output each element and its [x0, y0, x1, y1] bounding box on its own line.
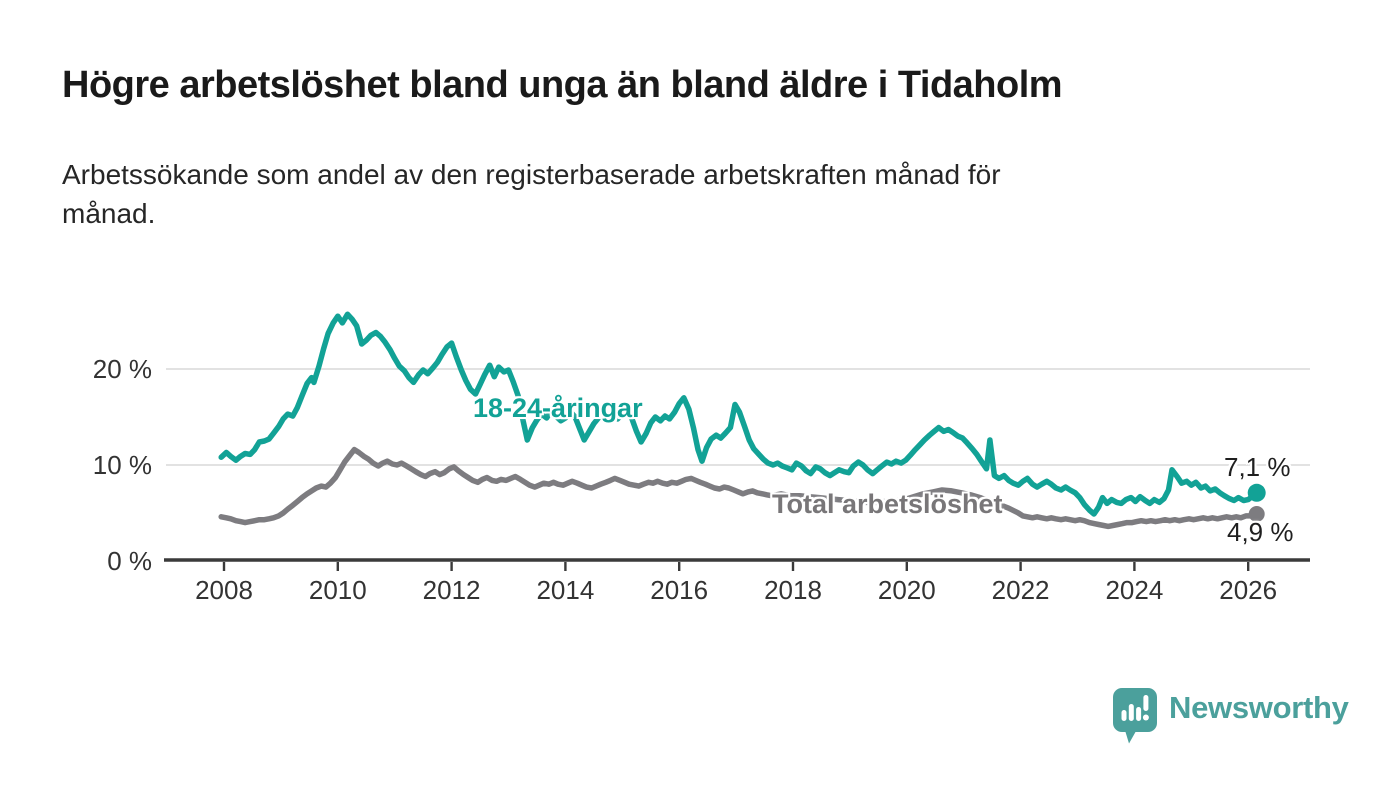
end-value-label-total: 4,9 % [1227, 517, 1294, 547]
x-tick-label: 2016 [650, 575, 708, 605]
series-line-total [218, 446, 1260, 530]
series-label-total: Total arbetslöshet [772, 489, 1003, 519]
series-line-youth [218, 311, 1260, 517]
newsworthy-logo-text: Newsworthy [1169, 690, 1349, 725]
series-end-dot-youth [1247, 483, 1266, 502]
x-tick-label: 2022 [992, 575, 1050, 605]
x-tick-label: 2018 [764, 575, 822, 605]
y-tick-label: 20 % [93, 354, 152, 384]
x-tick-label: 2014 [536, 575, 594, 605]
end-value-label-youth: 7,1 % [1224, 452, 1291, 482]
x-tick-label: 2010 [309, 575, 367, 605]
x-tick-label: 2012 [423, 575, 481, 605]
y-tick-label: 0 % [107, 546, 152, 576]
subtitle-line-2: månad. [62, 198, 156, 229]
newsworthy-logo-icon [1113, 688, 1157, 744]
x-tick-label: 2024 [1105, 575, 1163, 605]
x-tick-label: 2008 [195, 575, 253, 605]
series-label-youth: 18-24-åringar [473, 393, 643, 423]
subtitle-line-1: Arbetssökande som andel av den registerb… [62, 159, 1001, 190]
x-tick-label: 2020 [878, 575, 936, 605]
newsworthy-brand: Newsworthy [1112, 687, 1352, 747]
page-title: Högre arbetslöshet bland unga än bland ä… [62, 64, 1063, 106]
x-tick-label: 2026 [1219, 575, 1277, 605]
chart-subtitle: Arbetssökande som andel av den registerb… [62, 155, 1001, 233]
y-tick-label: 10 % [93, 450, 152, 480]
